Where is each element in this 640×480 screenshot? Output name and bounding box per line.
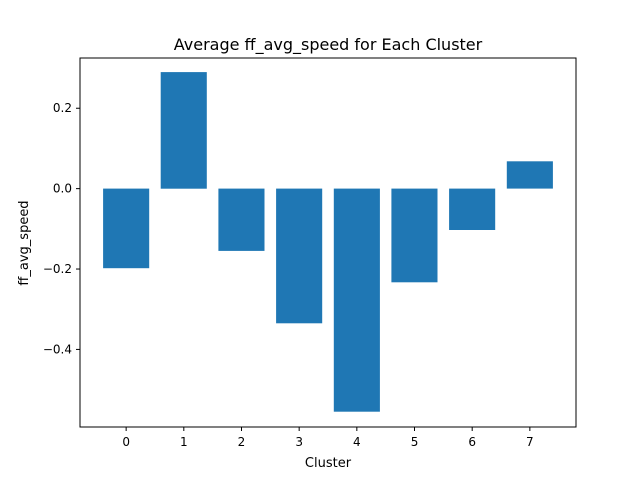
x-tick-label: 7: [526, 435, 534, 449]
bar-cluster-0: [103, 188, 150, 269]
x-tick-label: 3: [295, 435, 303, 449]
x-tick-label: 1: [180, 435, 188, 449]
bars-group: [103, 72, 553, 412]
x-tick-label: 0: [122, 435, 130, 449]
chart-title: Average ff_avg_speed for Each Cluster: [174, 35, 483, 55]
x-axis-label: Cluster: [305, 456, 352, 471]
bar-cluster-4: [333, 188, 380, 412]
bar-cluster-6: [449, 188, 496, 230]
bar-cluster-5: [391, 188, 438, 283]
bar-cluster-3: [276, 188, 323, 324]
x-tick-label: 4: [353, 435, 361, 449]
y-tick-label: −0.2: [43, 262, 72, 276]
x-tick-label: 2: [238, 435, 246, 449]
x-tick-label: 6: [468, 435, 476, 449]
y-axis-label: ff_avg_speed: [17, 200, 32, 285]
bar-cluster-2: [218, 188, 265, 251]
y-tick-label: 0.0: [53, 182, 72, 196]
y-axis-ticks: 0.2 0.0 −0.2 −0.4: [43, 101, 80, 356]
plot-frame: [79, 57, 577, 428]
y-tick-label: −0.4: [43, 342, 72, 356]
x-tick-label: 5: [411, 435, 419, 449]
y-tick-label: 0.2: [53, 101, 72, 115]
bar-cluster-7: [506, 161, 553, 189]
bar-cluster-1: [160, 72, 207, 189]
x-axis-ticks: 0 1 2 3 4 5 6 7: [122, 427, 534, 449]
